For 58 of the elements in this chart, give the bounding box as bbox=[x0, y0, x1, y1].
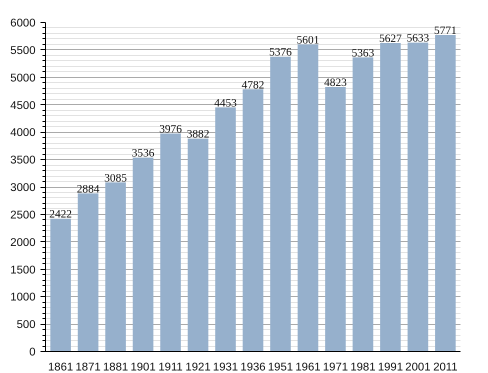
data-label: 4782 bbox=[242, 79, 265, 92]
bar bbox=[270, 56, 291, 352]
bar bbox=[215, 107, 236, 352]
data-label: 3976 bbox=[159, 123, 182, 136]
bar bbox=[105, 182, 126, 352]
y-tick-label: 4500 bbox=[10, 100, 36, 112]
data-label: 5363 bbox=[352, 47, 375, 60]
x-tick-label: 1881 bbox=[102, 362, 128, 373]
bar bbox=[408, 42, 428, 352]
bar bbox=[50, 218, 71, 352]
data-label: 3882 bbox=[186, 128, 210, 141]
x-tick-label: 1921 bbox=[185, 362, 211, 373]
x-tick-label: 1981 bbox=[350, 362, 376, 373]
data-label: 5601 bbox=[296, 34, 320, 46]
x-tick-label: 1911 bbox=[158, 362, 183, 373]
bar bbox=[352, 57, 374, 352]
bar bbox=[132, 158, 154, 352]
data-label: 4823 bbox=[324, 77, 348, 90]
bar bbox=[160, 133, 181, 352]
x-tick-label: 2011 bbox=[433, 362, 458, 373]
bar bbox=[242, 89, 264, 352]
bar bbox=[298, 44, 318, 352]
data-label: 5376 bbox=[269, 46, 292, 59]
x-tick-label: 1936 bbox=[240, 362, 266, 373]
x-tick-label: 1861 bbox=[48, 362, 74, 373]
x-tick-label: 1951 bbox=[268, 362, 294, 373]
y-tick-label: 1000 bbox=[10, 292, 36, 304]
data-label: 5627 bbox=[379, 32, 402, 45]
y-tick-label: 6000 bbox=[10, 18, 36, 30]
data-label: 3536 bbox=[132, 148, 155, 160]
x-tick-label: 1871 bbox=[76, 362, 101, 373]
x-tick-label: 1931 bbox=[212, 362, 238, 373]
y-tick-label: 1500 bbox=[10, 264, 36, 276]
bar bbox=[78, 193, 98, 352]
bar bbox=[325, 87, 346, 352]
y-tick-label: 0 bbox=[29, 346, 36, 358]
data-label: 2884 bbox=[76, 183, 100, 196]
data-label: 3085 bbox=[104, 172, 128, 184]
x-tick-label: 1971 bbox=[322, 362, 348, 373]
y-tick-label: 2000 bbox=[10, 236, 36, 249]
y-tick-label: 5000 bbox=[10, 72, 36, 84]
bar bbox=[380, 42, 401, 352]
y-tick-label: 3000 bbox=[10, 182, 36, 194]
y-tick-label: 5500 bbox=[10, 44, 36, 57]
x-tick-label: 1991 bbox=[378, 362, 404, 373]
bar bbox=[188, 138, 208, 352]
y-tick-label: 4000 bbox=[10, 127, 36, 140]
y-tick-label: 500 bbox=[16, 319, 36, 332]
bar bbox=[435, 35, 456, 352]
y-tick-label: 2500 bbox=[10, 209, 36, 222]
data-label: 2422 bbox=[49, 208, 72, 221]
data-label: 4453 bbox=[214, 97, 238, 110]
x-tick-label: 2001 bbox=[405, 362, 431, 373]
x-tick-label: 1961 bbox=[295, 362, 321, 373]
data-label: 5633 bbox=[406, 32, 430, 45]
data-label: 5771 bbox=[434, 25, 457, 38]
x-tick-label: 1901 bbox=[130, 362, 156, 373]
y-tick-label: 3500 bbox=[10, 154, 36, 167]
